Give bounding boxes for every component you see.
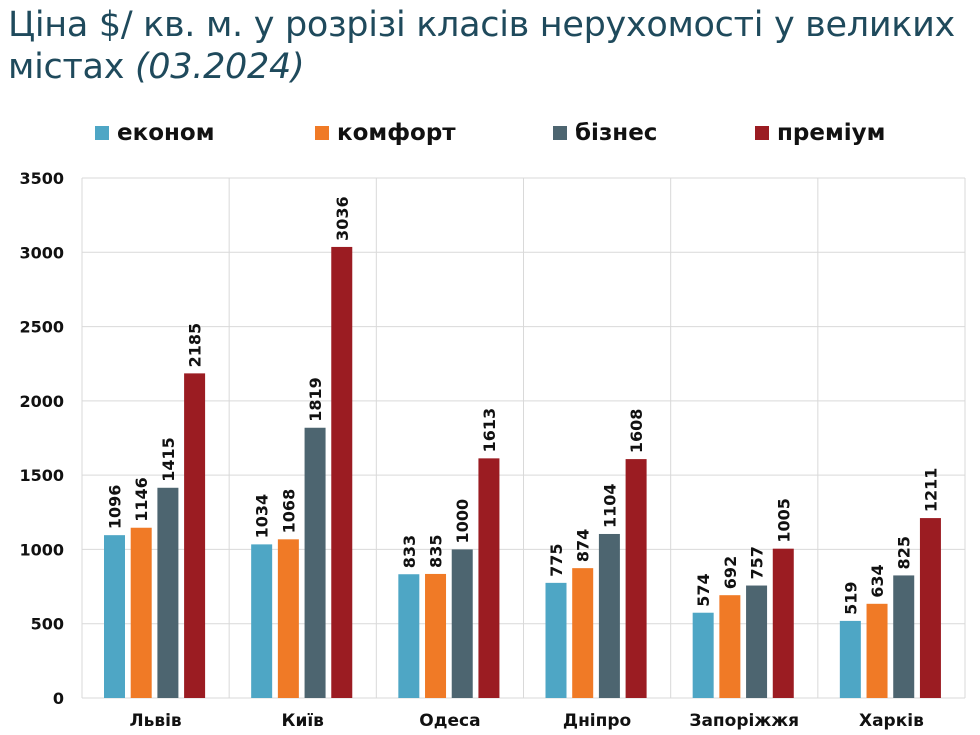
x-tick-label-1: Київ	[282, 711, 325, 731]
bar-2-1	[425, 573, 447, 698]
chart-title-main: Ціна $/ кв. м. у розрізі класів нерухомо…	[8, 5, 955, 87]
bar-3-0	[545, 582, 567, 698]
bar-3-3	[625, 459, 647, 698]
bar-1-3	[331, 246, 353, 699]
x-tick-label-0: Львів	[129, 711, 181, 731]
data-label-1-3: 3036	[333, 196, 352, 241]
bar-2-3	[478, 458, 500, 698]
x-tick-label-3: Дніпро	[563, 711, 631, 731]
bar-1-0	[251, 544, 273, 698]
data-label-3-1: 874	[574, 529, 593, 562]
chart-title: Ціна $/ кв. м. у розрізі класів нерухомо…	[8, 4, 968, 88]
bar-3-2	[598, 533, 620, 698]
data-label-0-2: 1415	[159, 437, 178, 482]
bar-5-1	[866, 603, 888, 698]
bar-0-1	[130, 527, 152, 698]
data-label-3-3: 1608	[627, 409, 646, 454]
data-label-5-3: 1211	[921, 468, 940, 513]
bar-0-2	[157, 487, 179, 698]
data-label-1-1: 1068	[279, 489, 298, 534]
bar-4-3	[772, 548, 794, 698]
bar-1-2	[304, 427, 326, 698]
data-label-4-2: 757	[748, 546, 767, 579]
x-tick-label-5: Харків	[859, 711, 924, 731]
y-tick-label-1: 500	[31, 615, 64, 634]
bar-0-3	[184, 373, 206, 698]
legend-swatch-comfort	[315, 126, 329, 140]
data-label-5-0: 519	[841, 581, 860, 614]
data-label-2-2: 1000	[453, 499, 472, 544]
bar-4-0	[692, 612, 714, 698]
legend-label-business: бізнес	[575, 120, 658, 146]
bar-5-2	[893, 575, 915, 698]
bar-0-0	[104, 535, 125, 698]
legend-item-business: бізнес	[553, 120, 657, 146]
legend-swatch-premium	[755, 126, 769, 140]
data-label-1-2: 1819	[306, 377, 325, 422]
chart-title-date: (03.2024)	[134, 47, 305, 87]
data-label-4-1: 692	[721, 556, 740, 589]
bar-3-1	[572, 568, 594, 698]
data-label-3-2: 1104	[600, 483, 619, 528]
data-label-0-3: 2185	[186, 323, 205, 368]
data-label-4-0: 574	[694, 573, 713, 606]
bar-5-0	[839, 620, 861, 698]
data-label-5-2: 825	[895, 536, 914, 569]
y-tick-label-4: 2000	[19, 392, 64, 411]
x-tick-label-2: Одеса	[419, 711, 480, 731]
data-label-5-1: 634	[868, 564, 887, 597]
y-tick-label-7: 3500	[19, 169, 64, 188]
data-label-0-1: 1146	[132, 477, 151, 522]
bar-5-3	[919, 518, 941, 698]
y-tick-label-6: 3000	[19, 243, 64, 262]
bar-2-0	[398, 574, 420, 698]
data-label-3-0: 775	[547, 543, 566, 576]
legend-item-comfort: комфорт	[315, 120, 456, 146]
y-tick-label-0: 0	[53, 689, 64, 708]
data-label-2-3: 1613	[480, 408, 499, 453]
legend-label-comfort: комфорт	[337, 120, 456, 146]
bar-2-2	[451, 549, 473, 698]
legend-label-econom: економ	[117, 120, 215, 146]
data-label-1-0: 1034	[253, 494, 272, 539]
y-tick-label-5: 2500	[19, 318, 64, 337]
x-tick-label-4: Запоріжжя	[689, 711, 799, 731]
bar-1-1	[277, 539, 299, 698]
y-tick-label-2: 1000	[19, 540, 64, 559]
legend-swatch-business	[553, 126, 567, 140]
legend-swatch-econom	[95, 126, 109, 140]
legend-label-premium: преміум	[777, 120, 886, 146]
data-label-4-3: 1005	[774, 498, 793, 543]
data-label-2-0: 833	[400, 535, 419, 568]
data-label-2-1: 835	[427, 535, 446, 568]
bar-4-1	[719, 595, 741, 698]
legend-item-econom: економ	[95, 120, 215, 146]
data-label-0-0: 1096	[106, 485, 125, 530]
bar-4-2	[746, 585, 768, 698]
legend-item-premium: преміум	[755, 120, 885, 146]
y-tick-label-3: 1500	[19, 466, 64, 485]
